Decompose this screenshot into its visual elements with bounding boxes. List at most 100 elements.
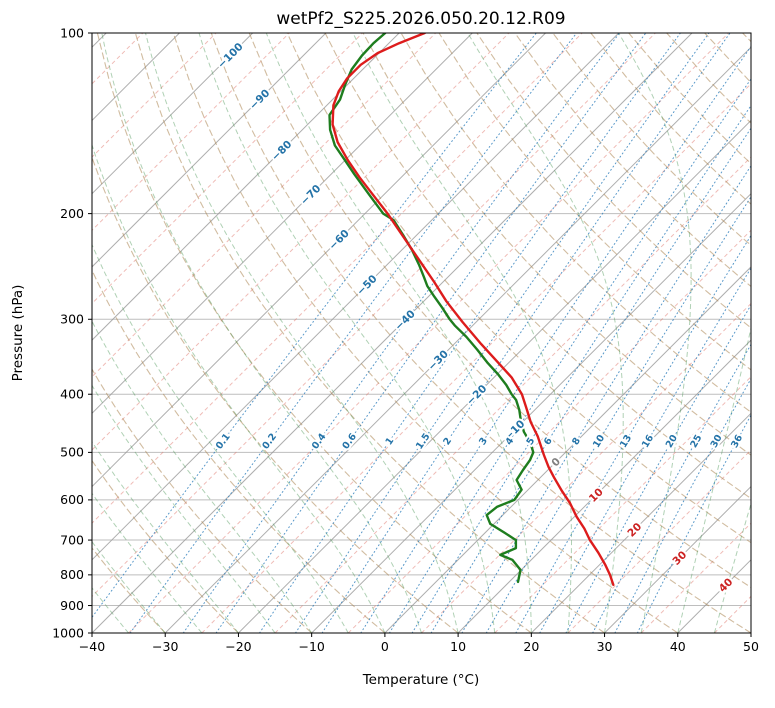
x-tick-label: 10 xyxy=(450,639,466,654)
moist-adiabat xyxy=(618,33,692,633)
mixing-ratio-line xyxy=(92,33,537,619)
y-tick-label: 700 xyxy=(60,532,84,547)
isotherm-minor-line xyxy=(347,229,751,633)
isotherm-minor-line xyxy=(92,33,217,158)
isotherm-line xyxy=(604,485,751,633)
isotherm-label: −50 xyxy=(355,273,380,298)
isotherm-line xyxy=(457,339,751,633)
mixing-ratio-line xyxy=(182,33,620,633)
mixing-ratio-label: 3 xyxy=(477,436,490,448)
moist-adiabat xyxy=(265,33,532,633)
mixing-ratio-line xyxy=(215,33,647,633)
y-tick-label: 900 xyxy=(60,598,84,613)
mixing-ratio-line xyxy=(259,33,681,633)
dry-adiabat xyxy=(552,33,751,246)
mixing-ratio-line xyxy=(592,343,751,633)
dry-adiabat xyxy=(92,269,386,633)
isotherm-minor-line xyxy=(567,449,751,633)
moist-adiabat xyxy=(92,384,276,633)
x-tick-label: 50 xyxy=(743,639,759,654)
dry-adiabat xyxy=(476,33,751,329)
mixing-ratio-line xyxy=(539,267,751,633)
isotherm-minor-line xyxy=(201,83,751,633)
dry-adiabat xyxy=(704,33,751,84)
isotherm-line xyxy=(677,559,751,633)
mixing-ratio-label: 1 xyxy=(384,436,397,448)
x-tick-label: −40 xyxy=(79,639,105,654)
isotherm-label: 40 xyxy=(717,576,736,595)
x-axis-label: Temperature (°C) xyxy=(362,672,480,688)
mixing-ratio-line xyxy=(515,234,751,633)
moist-adiabat xyxy=(92,440,239,633)
mixing-ratio-line xyxy=(295,33,710,633)
isotherm-label: −100 xyxy=(215,41,245,71)
y-tick-label: 1000 xyxy=(52,625,84,640)
isotherm-label: 0 xyxy=(549,456,563,470)
isotherm-minor-line xyxy=(421,302,751,633)
plot-border xyxy=(91,32,752,634)
dry-adiabat xyxy=(438,33,751,371)
dry-adiabat xyxy=(134,33,605,633)
isotherm-minor-line xyxy=(274,156,751,633)
moist-adiabat xyxy=(467,33,624,633)
moist-adiabat xyxy=(713,502,751,633)
y-tick-label: 500 xyxy=(60,445,84,460)
y-tick-label: 300 xyxy=(60,312,84,327)
mixing-ratio-line xyxy=(411,104,751,633)
mixing-ratio-label: 1.5 xyxy=(414,431,433,451)
isotherm-minor-line xyxy=(92,33,290,231)
dry-adiabat xyxy=(248,33,751,589)
isotherm-line xyxy=(92,33,327,268)
dry-adiabat xyxy=(628,33,751,165)
x-tick-label: 0 xyxy=(381,639,389,654)
y-tick-label: 200 xyxy=(60,206,84,221)
temperature-curve xyxy=(331,33,615,586)
mixing-ratio-line xyxy=(614,377,751,633)
moist-adiabat xyxy=(92,320,313,633)
x-tick-label: 30 xyxy=(597,639,613,654)
mixing-ratio-line xyxy=(360,45,751,633)
isotherm-minor-line xyxy=(640,522,751,633)
isotherm-minor-line xyxy=(128,33,729,633)
mixing-ratio-label: 0.6 xyxy=(340,431,359,451)
isotherm-line xyxy=(92,33,620,561)
moist-adiabat xyxy=(198,33,496,633)
mixing-ratio-label: 16 xyxy=(640,433,656,450)
dry-adiabat xyxy=(286,33,751,544)
isotherm-line xyxy=(530,412,751,633)
mixing-ratio-line xyxy=(565,304,751,633)
moist-adiabat xyxy=(677,325,751,633)
mixing-ratio-line xyxy=(321,33,731,633)
y-tick-label: 100 xyxy=(60,25,84,40)
dry-adiabat xyxy=(92,459,239,633)
mixing-ratio-label: 20 xyxy=(664,433,680,450)
isotherm-minor-line xyxy=(714,595,751,633)
y-tick-label: 400 xyxy=(60,387,84,402)
mixing-ratio-line xyxy=(485,195,751,633)
mixing-ratio-line xyxy=(388,78,751,633)
dry-adiabat xyxy=(362,33,751,456)
y-tick-label: 800 xyxy=(60,567,84,582)
isotherm-line xyxy=(750,632,751,633)
isotherm-minor-line xyxy=(494,376,751,633)
isotherm-minor-line xyxy=(92,33,510,451)
isotherm-line xyxy=(92,33,180,122)
dry-adiabat xyxy=(210,33,751,633)
y-tick-label: 600 xyxy=(60,492,84,507)
x-tick-label: −30 xyxy=(152,639,178,654)
mixing-ratio-label: 36 xyxy=(729,433,745,450)
isotherm-line xyxy=(92,33,400,341)
isotherm-minor-line xyxy=(92,33,363,305)
mixing-ratio-label: 2 xyxy=(441,436,454,448)
moist-adiabat xyxy=(145,33,459,633)
mixing-ratio-line xyxy=(129,33,578,633)
moist-adiabat xyxy=(101,33,422,633)
moist-adiabat xyxy=(92,243,349,633)
dry-adiabat xyxy=(400,33,751,413)
dry-adiabat xyxy=(92,156,459,633)
isotherm-line xyxy=(311,192,751,633)
isotherm-line xyxy=(92,33,473,415)
plot-area-background xyxy=(92,33,751,633)
mixing-ratio-label: 6 xyxy=(542,435,555,447)
moist-adiabat xyxy=(352,33,572,633)
